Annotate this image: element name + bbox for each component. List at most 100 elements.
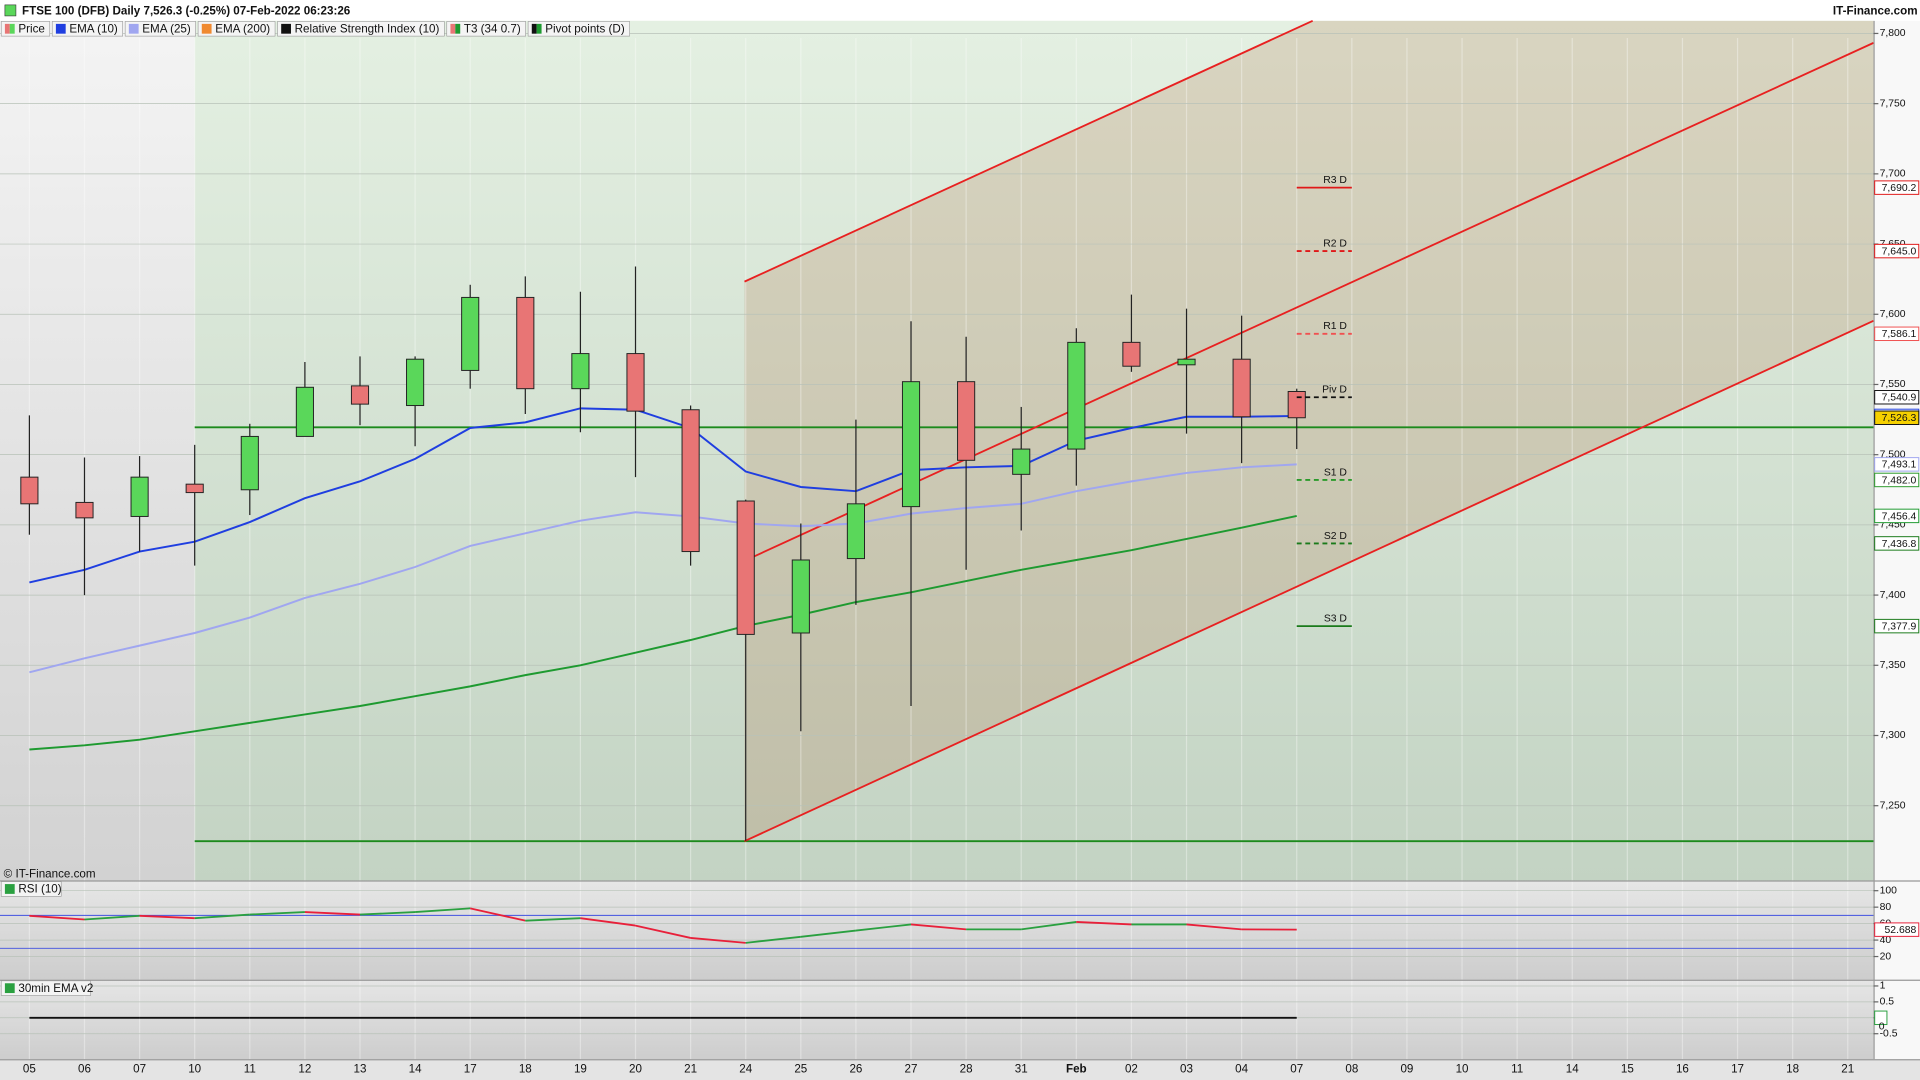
indicator-line: [249, 911, 305, 916]
legend-label: Price: [18, 22, 45, 35]
legend-swatch: [281, 23, 291, 34]
value-box: [1874, 326, 1920, 342]
value-box: [1874, 508, 1920, 524]
value-box: [1874, 390, 1920, 405]
x-tick-label: 16: [1676, 1063, 1689, 1076]
y-tick-label: 80: [1880, 902, 1892, 913]
y-tick-label: 7,250: [1880, 800, 1906, 811]
channel-line: [744, 42, 1874, 562]
green-zone: [194, 20, 1874, 882]
x-tick-label: 04: [1235, 1063, 1248, 1076]
pivot-name: R2 D: [1323, 238, 1347, 249]
candle-body: [791, 559, 810, 634]
value-box: [1874, 472, 1920, 488]
value-label: 7,493.1: [1882, 460, 1917, 471]
value-box: [1874, 457, 1920, 472]
y-tick-label: 1: [1880, 981, 1886, 992]
legend-item: [277, 21, 445, 37]
indicator-line: [84, 914, 140, 921]
pivot-name: S2 D: [1324, 531, 1347, 542]
x-tick-label: 28: [960, 1063, 973, 1076]
ema-line: [29, 407, 1297, 584]
indicator-line: [1021, 921, 1077, 931]
legend-swatch: [450, 23, 456, 34]
indicator-line: [800, 929, 857, 938]
value-box: [1874, 410, 1920, 425]
chart-title: FTSE 100 (DFB) Daily 7,526.3 (-0.25%) 07…: [22, 5, 351, 18]
x-tick-label: 24: [739, 1063, 752, 1076]
y-tick-label: 7,300: [1880, 730, 1906, 741]
legend-item: [446, 21, 526, 37]
indicator-line: [194, 913, 250, 920]
indicator-line: [690, 937, 746, 944]
rsi-panel-bg: [0, 881, 1874, 980]
app-icon: [4, 4, 17, 17]
x-tick-label: 27: [905, 1063, 918, 1076]
pivot-name: R3 D: [1323, 175, 1347, 186]
candle-body: [571, 353, 590, 390]
candle-body: [350, 385, 370, 405]
x-tick-label: 15: [1621, 1063, 1634, 1076]
data: R3 D R2 D R1 D Piv D S1 D S2 D S3 D: [0, 175, 1874, 1019]
legend-label: Pivot points (D): [545, 22, 625, 35]
y-tick-label: 100: [1880, 885, 1898, 896]
value-label: 7,377.9: [1882, 621, 1917, 632]
candle-body: [20, 476, 39, 505]
legend-swatch: [201, 23, 212, 34]
indicator-line: [580, 917, 636, 927]
x-tick-label: 11: [1511, 1063, 1523, 1076]
legend-item: [527, 21, 630, 37]
legend-label: EMA (25): [142, 22, 191, 35]
legend-swatch: [4, 23, 10, 34]
indicator-line: [139, 914, 195, 920]
legend-swatch: [128, 23, 139, 34]
x-tick-label: 07: [133, 1063, 146, 1076]
indicator-line: [855, 923, 912, 932]
x-tick-label: 10: [1456, 1063, 1469, 1076]
x-tick-label: 10: [188, 1063, 201, 1076]
indicator-line: [910, 923, 967, 931]
x-tick-label: 17: [1731, 1063, 1744, 1076]
axes: FTSE 100 (DFB) Daily 7,526.3 (-0.25%) 07…: [0, 4, 1920, 1076]
legend-swatch: [455, 23, 461, 34]
candle-body: [185, 483, 204, 494]
value-label: 7,456.4: [1882, 511, 1917, 522]
value-label: 7,645.0: [1882, 246, 1917, 257]
x-tick-label: 17: [464, 1063, 477, 1076]
copyright: © IT-Finance.com: [4, 867, 96, 880]
y-tick-label: 40: [1880, 935, 1892, 946]
indicator-line: [304, 911, 361, 916]
y-tick-label: 20: [1880, 951, 1892, 962]
legend-swatch: [55, 23, 66, 34]
x-tick-label: 13: [354, 1063, 367, 1076]
x-tick-label: 14: [409, 1063, 422, 1076]
x-tick-label: 19: [574, 1063, 587, 1076]
candle-body: [846, 503, 865, 560]
x-tick-label: 31: [1015, 1063, 1028, 1076]
legend: Price EMA (10) EMA (25) EMA (200) Relative S…: [0, 21, 630, 37]
candle-body: [130, 476, 149, 517]
pivot-name: S1 D: [1324, 467, 1347, 478]
indicator-line: [635, 924, 691, 939]
candle-body: [75, 501, 94, 519]
x-tick-label: 05: [23, 1063, 36, 1076]
x-tick-label: 02: [1125, 1063, 1138, 1076]
legend-label: EMA (10): [69, 22, 118, 35]
x-tick-label: 18: [519, 1063, 532, 1076]
x-tick-label: 26: [849, 1063, 862, 1076]
indicator-line: [745, 935, 801, 944]
y-tick-label: 7,600: [1880, 309, 1906, 320]
panel-title: RSI (10): [18, 883, 61, 896]
candle-body: [1177, 358, 1196, 366]
ema-panel-bg: [0, 979, 1874, 1060]
value-label: 7,540.9: [1882, 393, 1917, 404]
value-label: 7,586.1: [1882, 329, 1917, 340]
value-box: [1874, 618, 1920, 634]
candle-body: [461, 296, 480, 371]
y-tick-label: 7,800: [1880, 28, 1906, 39]
y-tick-label: 7,750: [1880, 98, 1906, 109]
candle-body: [681, 409, 700, 553]
ema-line: [29, 463, 1297, 674]
candle-body: [516, 296, 535, 390]
